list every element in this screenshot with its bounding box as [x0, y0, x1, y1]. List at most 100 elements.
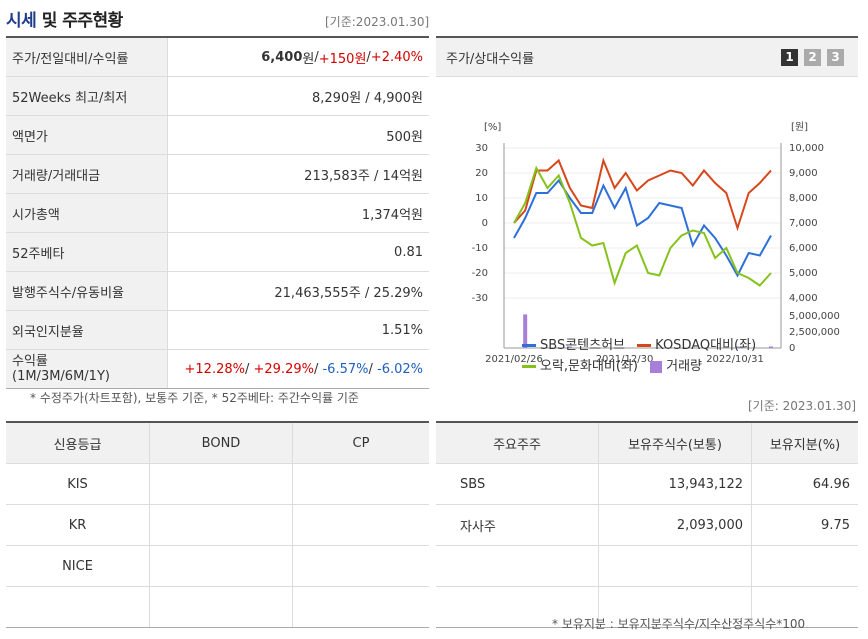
relative-return-chart: [%] [원] 30 20 10 0 -10 -20 -30 10,000 9,000 8,000 7,…	[472, 121, 840, 365]
title-highlight: 시세	[6, 11, 37, 31]
info-value: 21,463,555주 / 25.29%	[274, 285, 423, 301]
left-tick-label: 0	[482, 218, 488, 229]
volume-bar	[567, 346, 572, 348]
info-row-52week: 52Weeks 최고/최저 8,290원 / 4,900원	[6, 77, 429, 116]
right-tick-label: 6,000	[789, 243, 818, 254]
chart-tab-1[interactable]: 1	[781, 48, 798, 66]
right-tick-label: 7,000	[789, 218, 818, 229]
chart-header: 주가/상대수익률 1 2 3	[436, 38, 858, 77]
left-tick-label: 20	[475, 168, 488, 179]
info-row-foreign: 외국인지분율 1.51%	[6, 311, 429, 350]
column-header: CP	[292, 422, 429, 464]
table-cell: 9.75	[751, 504, 858, 546]
return-3m: +29.29%	[253, 361, 314, 377]
legend-swatch	[650, 360, 663, 373]
info-row-volume: 거래량/거래대금 213,583주 / 14억원	[6, 155, 429, 194]
price-unit: 원	[302, 51, 315, 67]
table-row: SBS 13,943,122 64.96	[436, 463, 858, 505]
as-of-date: [기준:2023.01.30]	[325, 15, 430, 29]
table-cell: 2,093,000	[598, 504, 752, 546]
volume-tick-label: 2,500,000	[789, 327, 840, 338]
chart-tab-2[interactable]: 2	[804, 48, 821, 66]
title-rest: 및 주주현황	[41, 11, 124, 31]
volume-tick-label: 0	[789, 343, 795, 354]
info-row-market-cap: 시가총액 1,374억원	[6, 194, 429, 233]
info-label: 52주베타	[6, 233, 168, 271]
chart-legend: SBS콘텐츠허브 KOSDAQ대비(좌) 오락,문화대비(좌) 거래량	[522, 335, 822, 377]
table-cell: KR	[6, 504, 150, 546]
table-cell: 64.96	[751, 463, 858, 505]
info-value: 500원	[386, 129, 423, 145]
returns-periods: (1M/3M/6M/1Y)	[12, 369, 110, 384]
table-cell	[598, 545, 752, 587]
chart-panel: 주가/상대수익률 1 2 3 [%] [원] 30 20 10 0 -10 -20 -30 10,…	[436, 36, 858, 378]
volume-bar	[523, 314, 528, 348]
legend-item: SBS콘텐츠허브	[522, 338, 625, 353]
table-row: KR	[6, 504, 429, 546]
legend-label: SBS콘텐츠허브	[540, 338, 625, 353]
right-tick-label: 10,000	[789, 143, 824, 154]
return-6m: -6.57%	[322, 361, 369, 377]
table-row: 자사주 2,093,000 9.75	[436, 504, 858, 546]
table-cell	[436, 545, 599, 587]
page-title: 시세 및 주주현황	[6, 6, 123, 31]
table-cell	[292, 545, 429, 587]
info-row-price: 주가/전일대비/수익률 6,400 원 / +150원 / +2.40%	[6, 38, 429, 77]
left-tick-label: -20	[472, 268, 488, 279]
price-info-table: 주가/전일대비/수익률 6,400 원 / +150원 / +2.40% 52We…	[6, 36, 429, 389]
x-tick-label: 2021/12/30	[596, 354, 654, 365]
legend-label: 오락,문화대비(좌)	[540, 359, 638, 374]
table-row: KIS	[6, 463, 429, 505]
info-label: 외국인지분율	[6, 311, 168, 349]
series-line	[513, 178, 772, 278]
info-value: 0.81	[394, 244, 423, 260]
column-header: 보유주식수(보통)	[598, 422, 752, 464]
right-tick-label: 4,000	[789, 293, 818, 304]
info-value: 8,290원 / 4,900원	[312, 90, 423, 106]
table-row	[436, 545, 858, 587]
info-label: 52Weeks 최고/최저	[6, 77, 168, 115]
table-cell: SBS	[436, 463, 599, 505]
table-cell: 13,943,122	[598, 463, 752, 505]
table-cell	[598, 586, 752, 628]
volume-tick-label: 5,000,000	[789, 311, 840, 322]
x-tick-label: 2022/10/31	[706, 354, 764, 365]
chart-tab-3[interactable]: 3	[827, 48, 844, 66]
info-label: 거래량/거래대금	[6, 155, 168, 193]
table-cell	[292, 586, 429, 628]
separator: /	[314, 49, 319, 65]
footnote: * 수정주가(차트포함), 보통주 기준, * 52주베타: 주간수익률 기준	[30, 391, 359, 405]
info-row-beta: 52주베타 0.81	[6, 233, 429, 272]
table-cell	[149, 504, 293, 546]
table-cell: 자사주	[436, 504, 599, 546]
table-cell	[149, 545, 293, 587]
column-header: 주요주주	[436, 422, 599, 464]
info-row-shares: 발행주식수/유동비율 21,463,555주 / 25.29%	[6, 272, 429, 311]
table-cell	[751, 545, 858, 587]
info-label: 수익률 (1M/3M/6M/1Y)	[6, 350, 168, 388]
info-value: 213,583주 / 14억원	[304, 168, 423, 184]
legend-item: 거래량	[650, 359, 702, 374]
table-cell	[292, 504, 429, 546]
info-value: 1,374억원	[361, 207, 423, 223]
legend-item: KOSDAQ대비(좌)	[637, 338, 756, 353]
table-cell: KIS	[6, 463, 150, 505]
left-tick-label: 10	[475, 193, 488, 204]
series-line	[513, 157, 772, 232]
left-axis-unit: [%]	[484, 122, 501, 133]
table-cell	[436, 586, 599, 628]
info-row-returns: 수익률 (1M/3M/6M/1Y) +12.28% / +29.29% / -6.5…	[6, 350, 429, 389]
column-header: 신용등급	[6, 422, 150, 464]
return-1m: +12.28%	[184, 361, 245, 377]
current-price: 6,400	[261, 49, 303, 65]
returns-label: 수익률	[12, 354, 48, 369]
right-tick-label: 8,000	[789, 193, 818, 204]
table-cell	[6, 586, 150, 628]
return-1y: -6.02%	[377, 361, 423, 377]
legend-label: 거래량	[666, 359, 703, 374]
table-row: NICE	[6, 545, 429, 587]
table-cell	[292, 463, 429, 505]
info-value: 1.51%	[381, 322, 423, 338]
legend-item: 오락,문화대비(좌)	[522, 359, 638, 374]
price-change: +150원	[318, 51, 367, 67]
